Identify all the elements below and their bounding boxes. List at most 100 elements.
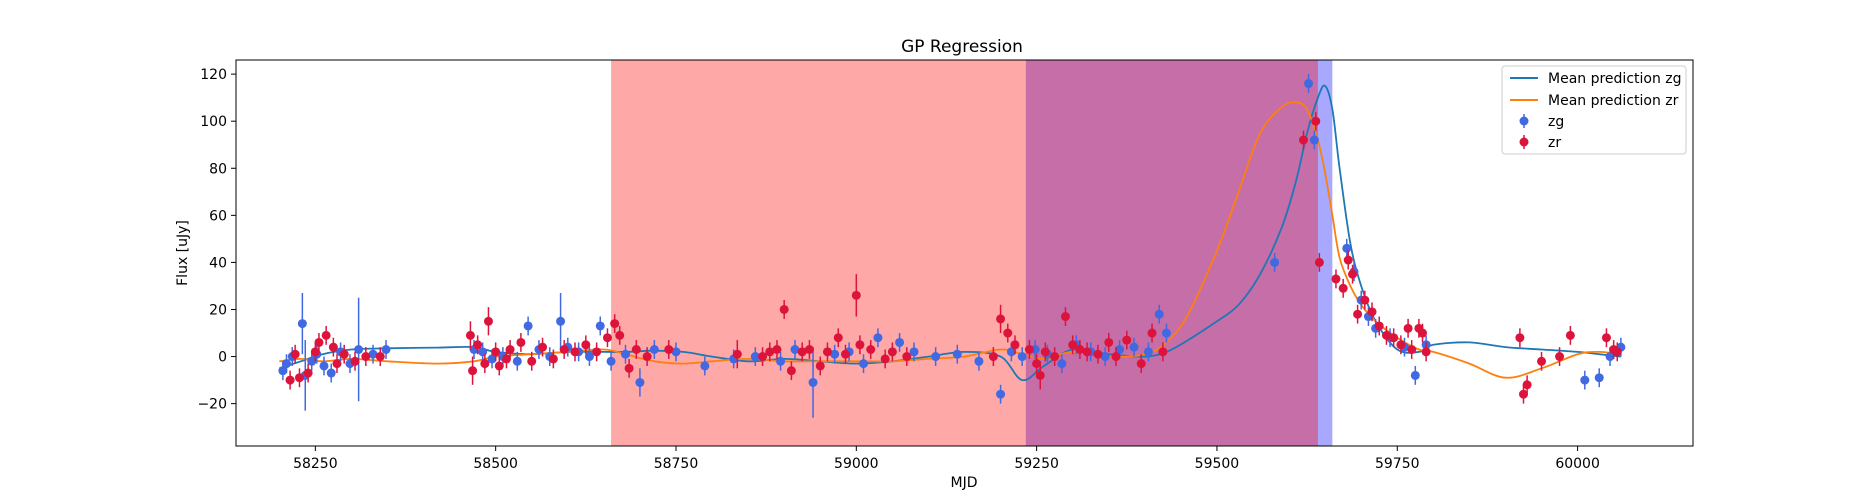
data-point-zg xyxy=(635,368,645,397)
data-point-zr xyxy=(1093,344,1103,364)
data-point-zr xyxy=(996,304,1006,334)
data-point-zr xyxy=(538,337,548,357)
marker xyxy=(851,290,861,300)
marker xyxy=(1024,345,1034,354)
shaded-region-1 xyxy=(1025,60,1333,446)
marker xyxy=(584,352,594,362)
legend: Mean prediction zg Mean prediction zr zg… xyxy=(1501,65,1687,155)
marker xyxy=(1348,269,1358,279)
marker xyxy=(887,347,897,357)
marker xyxy=(1418,328,1428,338)
x-tick-label: 59250 xyxy=(1014,456,1059,472)
marker xyxy=(1270,257,1280,267)
data-point-zg xyxy=(1057,354,1067,374)
data-point-zr xyxy=(1515,328,1525,348)
data-point-zg xyxy=(1342,238,1352,258)
marker xyxy=(624,363,634,373)
data-point-zr xyxy=(1024,340,1034,359)
plot-area xyxy=(235,59,1694,447)
data-point-zr xyxy=(1338,278,1348,298)
data-point-zr xyxy=(465,321,475,350)
data-point-zr xyxy=(1040,342,1050,362)
marker xyxy=(1304,79,1314,89)
marker xyxy=(1331,274,1341,284)
marker xyxy=(1314,257,1324,267)
marker xyxy=(1311,116,1321,126)
marker xyxy=(505,345,515,354)
y-tick-label: 80 xyxy=(209,161,227,177)
marker xyxy=(1104,337,1114,347)
marker xyxy=(1161,328,1171,338)
data-point-zg xyxy=(895,333,905,352)
y-tick-label: 60 xyxy=(209,208,227,224)
marker xyxy=(1594,373,1604,383)
data-point-zr xyxy=(505,340,515,359)
marker xyxy=(326,368,336,378)
marker xyxy=(1158,347,1168,357)
data-point-zg xyxy=(649,340,659,359)
data-point-zr xyxy=(1353,304,1363,324)
marker xyxy=(830,349,840,359)
data-point-zr xyxy=(1601,328,1611,348)
data-point-zr xyxy=(516,333,526,352)
marker xyxy=(1343,255,1353,265)
marker xyxy=(303,368,313,378)
marker xyxy=(1537,356,1547,366)
data-point-zr xyxy=(833,328,843,348)
marker xyxy=(974,356,984,366)
marker xyxy=(487,354,497,364)
marker xyxy=(996,314,1006,324)
marker xyxy=(592,347,602,357)
marker xyxy=(310,347,320,357)
data-point-zr xyxy=(1050,347,1060,366)
data-point-zr xyxy=(468,356,478,385)
data-point-zr xyxy=(1522,375,1532,395)
marker xyxy=(786,366,796,376)
marker xyxy=(319,361,329,371)
x-tick-label: 58750 xyxy=(654,456,699,472)
marker xyxy=(758,352,768,362)
x-tick-label: 58250 xyxy=(293,456,338,472)
data-point-zr xyxy=(473,335,483,355)
marker xyxy=(350,356,360,366)
data-point-zr xyxy=(1075,340,1085,359)
marker xyxy=(538,342,548,352)
marker xyxy=(1518,389,1528,399)
data-point-zr xyxy=(1035,361,1045,390)
marker xyxy=(931,352,941,362)
marker xyxy=(840,349,850,359)
y-axis-ticks: −20 0 20 40 60 80 100 120 xyxy=(197,67,236,413)
data-point-zr xyxy=(1403,318,1413,338)
data-point-zg xyxy=(307,351,317,371)
marker xyxy=(1580,375,1590,385)
marker xyxy=(1381,330,1391,340)
data-point-zg xyxy=(873,328,883,348)
data-point-zr xyxy=(350,351,360,371)
data-point-zg xyxy=(523,316,533,336)
x-tick-label: 60000 xyxy=(1555,456,1600,472)
marker xyxy=(1060,312,1070,322)
marker xyxy=(1068,340,1078,350)
data-point-zr xyxy=(851,274,861,317)
marker xyxy=(512,356,522,366)
data-point-zr xyxy=(581,335,591,355)
x-tick-label: 59000 xyxy=(834,456,879,472)
legend-label-mean-zg: Mean prediction zg xyxy=(1548,71,1682,87)
data-point-zg xyxy=(606,351,616,371)
marker xyxy=(556,316,566,326)
marker xyxy=(1057,359,1067,369)
data-point-zr xyxy=(602,328,612,348)
marker xyxy=(772,345,782,354)
data-point-zg xyxy=(1161,323,1171,343)
marker xyxy=(516,337,526,347)
data-point-zg xyxy=(931,347,941,366)
y-axis-label: Flux [uJy] xyxy=(175,220,191,286)
data-point-zr xyxy=(1032,354,1042,374)
y-tick-label: 0 xyxy=(218,350,227,366)
data-point-zr xyxy=(480,354,490,374)
marker xyxy=(895,337,905,347)
marker xyxy=(332,359,342,369)
marker xyxy=(1407,345,1417,354)
marker xyxy=(952,349,962,359)
marker xyxy=(1565,330,1575,340)
